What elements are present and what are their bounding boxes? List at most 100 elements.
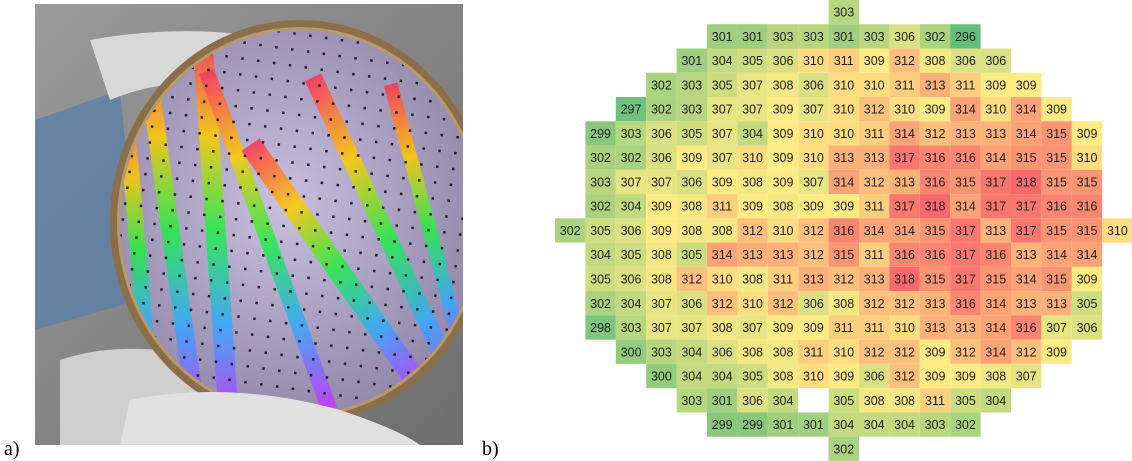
cell-value: 305	[1077, 297, 1098, 311]
cell-value: 310	[985, 103, 1006, 117]
cell-value: 315	[1046, 175, 1067, 189]
map-cell	[919, 145, 951, 170]
map-cell	[798, 121, 829, 146]
map-cell	[646, 339, 677, 364]
cell-value: 312	[864, 175, 885, 189]
map-cell	[676, 121, 707, 146]
cell-value: 316	[925, 175, 946, 189]
cell-value: 308	[833, 297, 854, 311]
cell-value: 317	[894, 200, 915, 214]
cell-value: 309	[773, 175, 794, 189]
map-cell	[919, 24, 951, 49]
cell-value: 306	[651, 127, 672, 141]
panel-label: b)	[482, 438, 499, 460]
map-cell	[889, 72, 920, 98]
map-cell	[767, 242, 799, 267]
map-cell	[798, 48, 829, 73]
cell-value: 303	[621, 321, 642, 335]
cell-value: 302	[925, 30, 946, 44]
cell-value: 310	[833, 345, 854, 359]
map-cell	[859, 48, 890, 73]
cell-value: 317	[1016, 224, 1037, 238]
map-cell	[980, 339, 1011, 364]
map-cell	[737, 388, 768, 413]
map-cell	[676, 266, 707, 292]
map-cell	[798, 218, 829, 243]
cell-value: 300	[621, 345, 642, 359]
map-cell	[767, 72, 799, 98]
cell-value: 310	[803, 54, 824, 68]
map-cell	[707, 121, 738, 146]
cell-value: 303	[833, 6, 854, 20]
cell-value: 317	[955, 248, 976, 262]
cell-value: 303	[621, 127, 642, 141]
cell-value: 315	[1016, 151, 1037, 165]
cell-value: 311	[895, 78, 915, 92]
map-cell	[798, 266, 829, 292]
cell-value: 314	[985, 321, 1006, 335]
cell-value: 309	[955, 370, 976, 384]
map-cell	[1011, 315, 1042, 340]
map-cell	[889, 291, 920, 316]
map-cell	[615, 145, 647, 170]
cell-value: 308	[773, 78, 794, 92]
map-cell	[828, 24, 859, 49]
cell-value: 304	[894, 418, 915, 432]
cell-value: 308	[864, 394, 885, 408]
map-cell	[798, 97, 829, 122]
cell-value: 310	[1107, 224, 1128, 238]
map-cell	[737, 363, 768, 389]
map-cell	[859, 24, 890, 49]
map-cell	[828, 97, 859, 122]
map-cell	[646, 145, 677, 170]
cell-value: 304	[985, 394, 1006, 408]
cell-value: 315	[955, 175, 976, 189]
map-cell	[828, 291, 859, 316]
map-cell	[585, 121, 616, 146]
map-cell	[950, 169, 981, 195]
cell-value: 309	[742, 200, 763, 214]
cell-value: 301	[681, 54, 702, 68]
map-cell	[828, 218, 859, 243]
map-cell	[919, 412, 951, 437]
cell-value: 312	[894, 297, 915, 311]
cell-value: 311	[864, 200, 884, 214]
map-cell	[950, 97, 981, 122]
cell-value: 311	[864, 248, 884, 262]
map-cell	[859, 97, 890, 122]
map-cell	[646, 121, 677, 146]
cell-value: 307	[651, 321, 672, 335]
cell-value: 312	[894, 370, 915, 384]
map-cell	[676, 48, 707, 73]
map-cell	[1011, 339, 1042, 364]
cell-value: 315	[985, 272, 1006, 286]
map-cell	[1041, 242, 1072, 267]
cell-value: 305	[681, 127, 702, 141]
map-cell	[737, 266, 768, 292]
cell-value: 309	[773, 127, 794, 141]
map-cell	[646, 266, 677, 292]
cell-value: 313	[864, 272, 885, 286]
map-cell	[950, 72, 981, 98]
map-cell	[1011, 72, 1042, 98]
map-cell	[919, 218, 951, 243]
cell-value: 304	[773, 394, 794, 408]
cell-value: 309	[803, 321, 824, 335]
map-cell	[767, 48, 799, 73]
cell-value: 312	[955, 345, 976, 359]
map-cell	[980, 291, 1011, 316]
cell-value: 313	[864, 151, 885, 165]
cell-value: 316	[1077, 200, 1098, 214]
map-cell	[646, 194, 677, 219]
cell-value: 309	[925, 345, 946, 359]
cell-value: 309	[985, 78, 1006, 92]
map-cell	[889, 315, 920, 340]
map-cell	[585, 145, 616, 170]
map-cell	[1071, 169, 1103, 195]
map-cell	[707, 388, 738, 413]
cell-value: 317	[894, 151, 915, 165]
cell-value: 304	[621, 297, 642, 311]
cell-value: 311	[925, 394, 945, 408]
map-cell	[1071, 194, 1103, 219]
cell-value: 305	[590, 224, 611, 238]
